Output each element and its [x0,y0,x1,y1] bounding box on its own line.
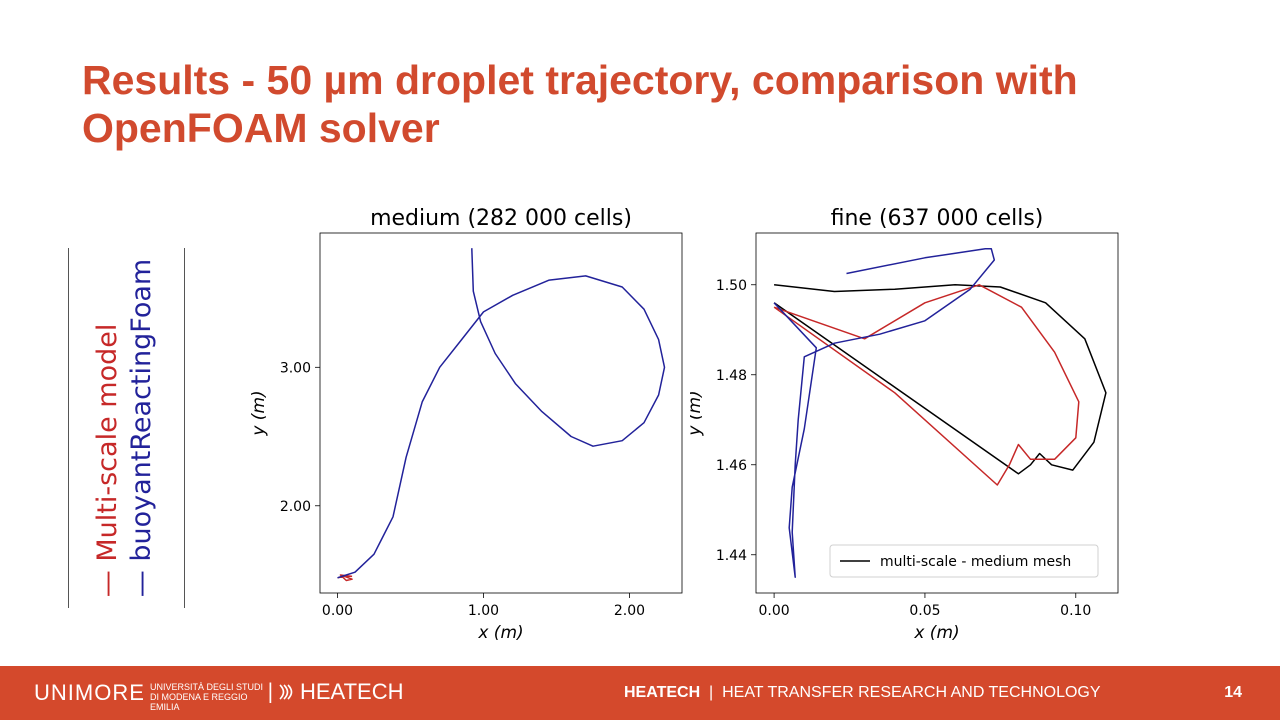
legend-item-multi-scale: — Multi-scale model [92,323,123,598]
chart-medium: medium (282 000 cells) 0.00 1.00 2.00 2.00 3.… [249,206,683,643]
university-logo-text: UNIMORE [34,680,145,705]
footer-center-label: HEAT TRANSFER RESEARCH AND TECHNOLOGY [722,684,1101,701]
chart-fine: fine (637 000 cells) 0.00 0.05 0.10 1.44 1.46… [690,206,1119,643]
y-tick-label: 1.48 [716,368,747,384]
footer-center-text: HEATECH | HEAT TRANSFER RESEARCH AND TEC… [624,684,1101,702]
legend-item-buoyantreactingfoam: — buoyantReactingFoam [126,258,157,598]
footer-center-bold: HEATECH [624,684,701,701]
heatech-logo-icon [279,684,293,700]
plot-legend-frame [829,544,1099,578]
x-axis-label: x (m) [477,623,523,643]
footer-bar: UNIMORE UNIVERSITÀ DEGLI STUDI DI MODENA… [0,666,1280,720]
x-tick-label: 0.00 [759,603,790,619]
y-axis-label: y (m) [690,390,705,436]
plot-legend: multi-scale - medium mesh [829,544,1099,578]
series-line-1 [773,284,1080,486]
x-axis-label: x (m) [913,623,959,643]
series-line-0 [773,284,1107,475]
x-tick-label: 1.00 [468,603,499,619]
x-tick-label: 0.10 [1060,603,1091,619]
y-tick-label: 1.44 [716,548,747,564]
page-number: 14 [1224,684,1242,701]
plot-frame [755,232,1119,594]
y-axis-label: y (m) [249,390,269,436]
heatech-brand: HEATECH [300,679,404,704]
x-tick-label: 0.05 [909,603,940,619]
footer-center-separator: | [709,684,714,701]
plot-frame [319,232,683,594]
university-full-name: UNIVERSITÀ DEGLI STUDI DI MODENA E REGGI… [150,682,264,712]
y-tick-label: 1.50 [716,278,747,294]
plot-legend-label: multi-scale - medium mesh [880,554,1071,570]
y-tick-label: 2.00 [280,499,311,515]
y-tick-label: 1.46 [716,458,747,474]
x-tick-label: 2.00 [614,603,645,619]
footer-separator: | [267,679,274,703]
y-tick-label: 3.00 [280,360,311,376]
slide-title: Results - 50 µm droplet trajectory, comp… [82,57,1078,151]
series-legend-box [68,248,185,608]
series-line-2 [773,248,996,578]
x-tick-label: 0.00 [322,603,353,619]
chart-title: medium (282 000 cells) [370,206,632,231]
series-line-1 [337,248,666,579]
chart-title: fine (637 000 cells) [831,206,1044,231]
